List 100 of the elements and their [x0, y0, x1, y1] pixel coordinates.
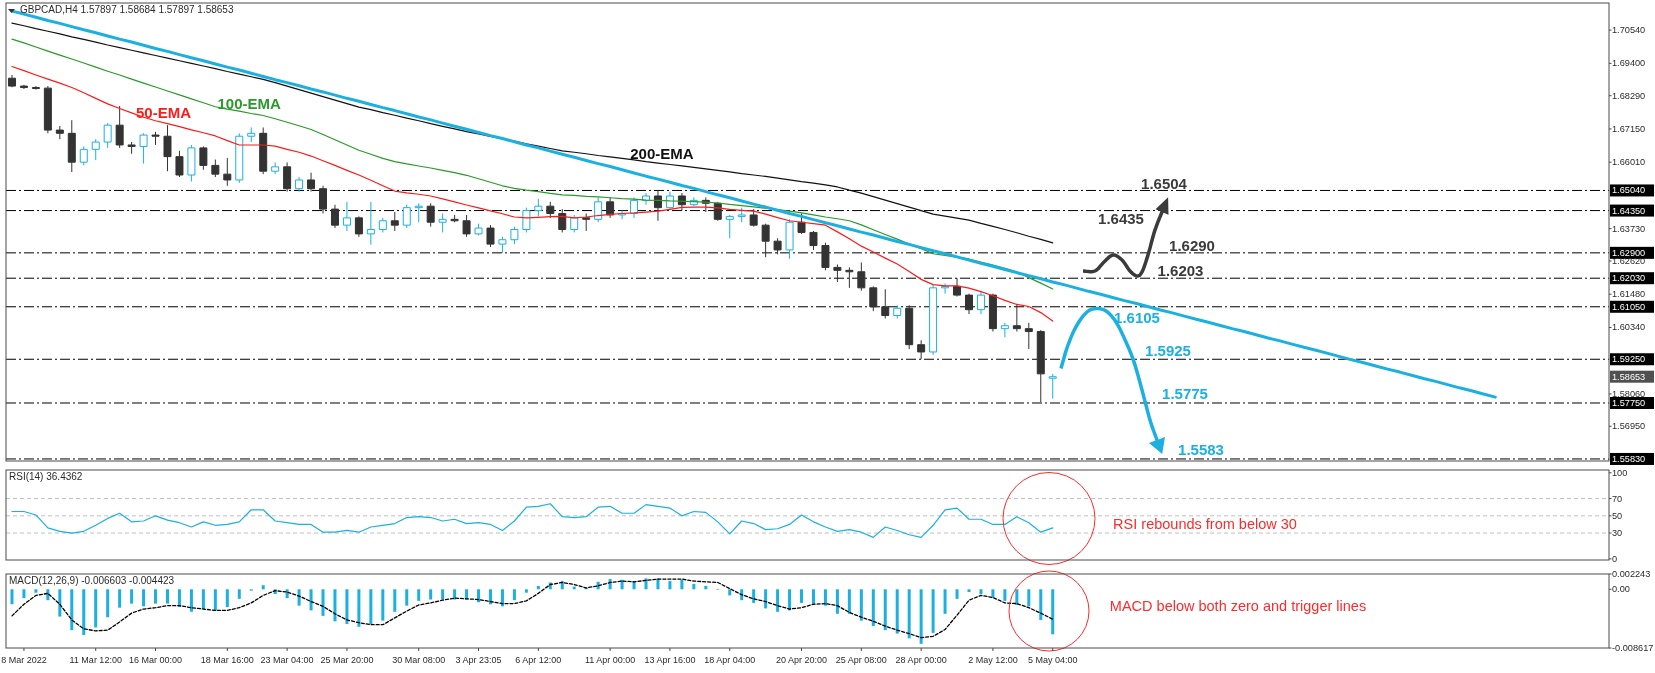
y-tick-label: 0.00 [1612, 584, 1630, 595]
bar [333, 589, 337, 622]
bar [835, 589, 839, 614]
candlestick [833, 264, 842, 283]
bar [46, 589, 50, 601]
bar [967, 589, 971, 593]
candlestick [247, 126, 256, 143]
candlestick [653, 189, 662, 222]
candlestick [307, 172, 316, 193]
candlestick [881, 288, 890, 319]
ref-line-label: 1.64350 [1612, 205, 1646, 216]
bar [213, 589, 217, 611]
candlestick [187, 144, 196, 182]
bar [441, 589, 445, 600]
x-tick-label: 25 Apr 08:00 [835, 655, 887, 665]
y-tick-label: 50 [1612, 510, 1623, 521]
candlestick [19, 84, 28, 90]
candlestick [1048, 373, 1057, 400]
bar [728, 589, 732, 596]
ref-line-label: 1.57750 [1612, 397, 1646, 408]
bar [225, 589, 229, 607]
bar [166, 589, 169, 604]
bar [752, 589, 756, 603]
candlestick [319, 185, 328, 214]
line-series [11, 38, 1054, 290]
candlestick [390, 211, 399, 232]
candlestick [606, 196, 615, 219]
y-tick-label: 1.60340 [1612, 322, 1646, 333]
bar [764, 589, 768, 609]
candlestick [809, 230, 818, 251]
candlestick [534, 198, 543, 217]
candlestick [330, 204, 339, 229]
candlestick [378, 217, 387, 233]
y-tick-label: 30 [1612, 528, 1623, 539]
candlestick [342, 201, 351, 232]
bar [931, 589, 935, 633]
bar [453, 589, 457, 600]
bar [10, 589, 14, 605]
bar [979, 589, 983, 595]
candlestick [259, 126, 268, 175]
candlestick [55, 125, 64, 140]
bar [512, 589, 516, 601]
candlestick [773, 237, 782, 255]
candlestick [905, 304, 914, 350]
candlestick [546, 201, 555, 219]
bar [955, 589, 959, 599]
annotation: 1.6203 [1157, 261, 1204, 279]
annotation: 1.6290 [1169, 236, 1215, 254]
candlestick [450, 214, 459, 223]
bar [58, 589, 62, 617]
annotation: 1.5583 [1178, 440, 1224, 458]
y-tick-label: 1.62620 [1612, 256, 1646, 267]
bar [405, 589, 409, 606]
bar [34, 589, 38, 593]
annotation: 1.6105 [1114, 308, 1160, 326]
series-label: 50-EMA [136, 104, 192, 122]
candlestick [43, 85, 52, 134]
candlestick [283, 161, 292, 193]
candlestick [79, 145, 88, 166]
line-series [11, 22, 1054, 244]
candlestick [1024, 322, 1033, 350]
x-tick-label: 6 Apr 12:00 [515, 655, 562, 665]
candlestick [869, 285, 878, 312]
candlestick [1036, 329, 1045, 403]
candlestick [235, 132, 244, 184]
y-tick-label: 1.61480 [1612, 289, 1646, 300]
chart-title: RSI(14) 36.4362 [9, 471, 83, 482]
candlestick [67, 119, 76, 173]
candlestick [426, 202, 435, 228]
bar [261, 585, 265, 590]
ref-line-label: 1.65040 [1612, 185, 1646, 196]
candlestick [31, 85, 40, 91]
candlestick [725, 214, 734, 239]
bar [142, 589, 146, 607]
bar [201, 589, 205, 610]
bar [309, 589, 313, 611]
line-series [11, 65, 1054, 322]
bar [177, 589, 181, 607]
candlestick [223, 157, 232, 187]
candlestick [115, 105, 124, 149]
candlestick [199, 145, 208, 171]
bar [189, 589, 193, 612]
series-label: 200-EMA [630, 145, 694, 163]
bar [82, 589, 86, 635]
x-tick-label: 18 Apr 04:00 [704, 655, 756, 665]
candlestick [474, 223, 483, 236]
bar [907, 589, 911, 639]
candlestick [893, 304, 902, 319]
y-tick-label: 0 [1612, 553, 1618, 564]
series-label: 100-EMA [217, 94, 282, 112]
candlestick [1000, 322, 1009, 338]
bar [859, 589, 863, 621]
candlestick [761, 223, 770, 258]
bar [369, 589, 373, 625]
annotation: 1.5775 [1162, 384, 1208, 402]
y-tick-label: 1.67150 [1612, 123, 1646, 134]
candlestick [797, 212, 806, 235]
x-tick-label: 18 Mar 16:00 [200, 655, 254, 665]
candlestick [486, 224, 495, 248]
x-tick-label: 2 May 12:00 [968, 655, 1018, 665]
